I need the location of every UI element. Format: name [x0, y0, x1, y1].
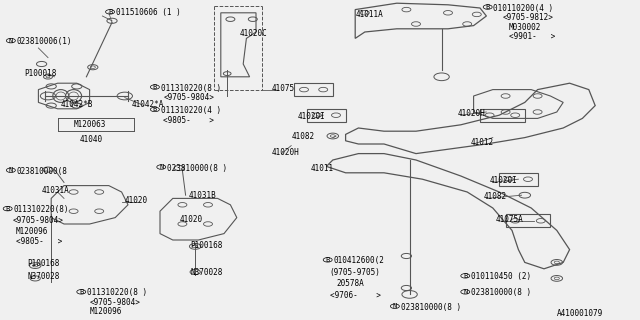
- Text: 41031B: 41031B: [189, 191, 216, 200]
- Text: <9705-9812>: <9705-9812>: [502, 13, 553, 22]
- Text: 41011: 41011: [310, 164, 333, 172]
- Text: 023810000(8: 023810000(8: [17, 167, 67, 176]
- Text: 41042*B: 41042*B: [61, 100, 93, 108]
- Text: 41012: 41012: [470, 138, 493, 147]
- Text: (9705-9705): (9705-9705): [330, 268, 380, 277]
- Text: P100168: P100168: [28, 260, 60, 268]
- Text: N370028: N370028: [28, 272, 60, 281]
- Text: N: N: [463, 289, 467, 295]
- Text: 41075A: 41075A: [496, 215, 524, 224]
- Text: <9705-9804>: <9705-9804>: [13, 216, 63, 225]
- Text: <9805-    >: <9805- >: [163, 116, 214, 124]
- Text: 023810000(8 ): 023810000(8 ): [401, 303, 461, 312]
- Text: P100018: P100018: [24, 69, 57, 78]
- Text: 41020I: 41020I: [490, 176, 517, 185]
- Text: M120096: M120096: [90, 308, 122, 316]
- Text: 41020C: 41020C: [240, 29, 268, 38]
- Text: 011310220(8 ): 011310220(8 ): [87, 288, 147, 297]
- Text: B: B: [463, 273, 467, 279]
- Text: N: N: [393, 303, 397, 309]
- Text: 41040: 41040: [80, 135, 103, 144]
- Text: B: B: [153, 84, 157, 90]
- Text: M030002: M030002: [509, 23, 541, 32]
- Text: B: B: [326, 257, 330, 263]
- Text: 41082: 41082: [483, 192, 506, 201]
- Text: 023810000(8 ): 023810000(8 ): [471, 288, 531, 297]
- Text: 41020H: 41020H: [458, 109, 485, 118]
- Text: B: B: [6, 206, 10, 212]
- Text: B: B: [486, 4, 490, 10]
- Text: 41082: 41082: [291, 132, 314, 140]
- Text: N370028: N370028: [191, 268, 223, 277]
- Text: B: B: [108, 9, 112, 15]
- Text: 010412600(2: 010412600(2: [333, 256, 384, 265]
- Text: 010110450 (2): 010110450 (2): [471, 272, 531, 281]
- Text: 41075: 41075: [272, 84, 295, 92]
- Text: N: N: [159, 164, 163, 170]
- Text: M120096: M120096: [16, 227, 49, 236]
- Text: 011310220(8 ): 011310220(8 ): [161, 84, 221, 92]
- Text: N: N: [9, 38, 13, 44]
- Text: 011510606 (1 ): 011510606 (1 ): [116, 8, 180, 17]
- Text: B: B: [79, 289, 83, 295]
- Text: P100168: P100168: [191, 241, 223, 250]
- Text: 41042*A: 41042*A: [131, 100, 164, 108]
- Text: 011310220(4 ): 011310220(4 ): [161, 106, 221, 115]
- Text: 010110200(4 ): 010110200(4 ): [493, 4, 554, 12]
- Text: A410001079: A410001079: [557, 309, 603, 318]
- Text: <9705-9804>: <9705-9804>: [163, 93, 214, 102]
- Text: 011310220(8): 011310220(8): [13, 205, 69, 214]
- Text: 41020: 41020: [125, 196, 148, 204]
- Text: <9706-    >: <9706- >: [330, 291, 380, 300]
- Text: 023810000(8 ): 023810000(8 ): [167, 164, 227, 172]
- Text: 41011A: 41011A: [355, 10, 383, 19]
- Text: B: B: [153, 107, 157, 112]
- Text: <9901-   >: <9901- >: [509, 32, 555, 41]
- Text: N: N: [9, 167, 13, 173]
- Text: 20578A: 20578A: [336, 279, 364, 288]
- Text: <9705-9804>: <9705-9804>: [90, 298, 140, 307]
- Text: 41020I: 41020I: [298, 112, 325, 121]
- Text: 41031A: 41031A: [42, 186, 69, 195]
- Text: 023810006(1): 023810006(1): [17, 37, 72, 46]
- Text: 41020: 41020: [179, 215, 202, 224]
- Text: <9805-   >: <9805- >: [16, 237, 62, 246]
- Text: M120063: M120063: [74, 120, 106, 129]
- Text: 41020H: 41020H: [272, 148, 300, 156]
